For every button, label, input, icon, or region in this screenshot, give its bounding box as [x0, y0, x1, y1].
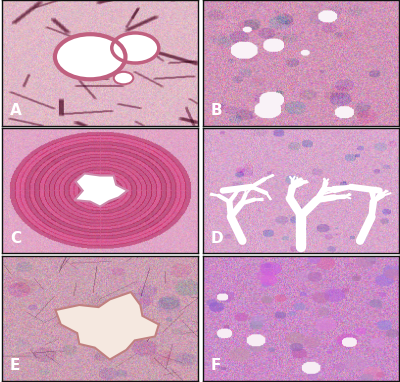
PathPatch shape — [56, 292, 159, 359]
Text: A: A — [10, 103, 22, 118]
Text: F: F — [211, 358, 222, 373]
Text: E: E — [10, 358, 20, 373]
PathPatch shape — [74, 173, 128, 207]
Text: C: C — [10, 231, 21, 246]
Circle shape — [112, 33, 159, 63]
Text: B: B — [211, 103, 223, 118]
Text: D: D — [211, 231, 224, 246]
Circle shape — [114, 72, 133, 84]
Circle shape — [55, 34, 126, 79]
